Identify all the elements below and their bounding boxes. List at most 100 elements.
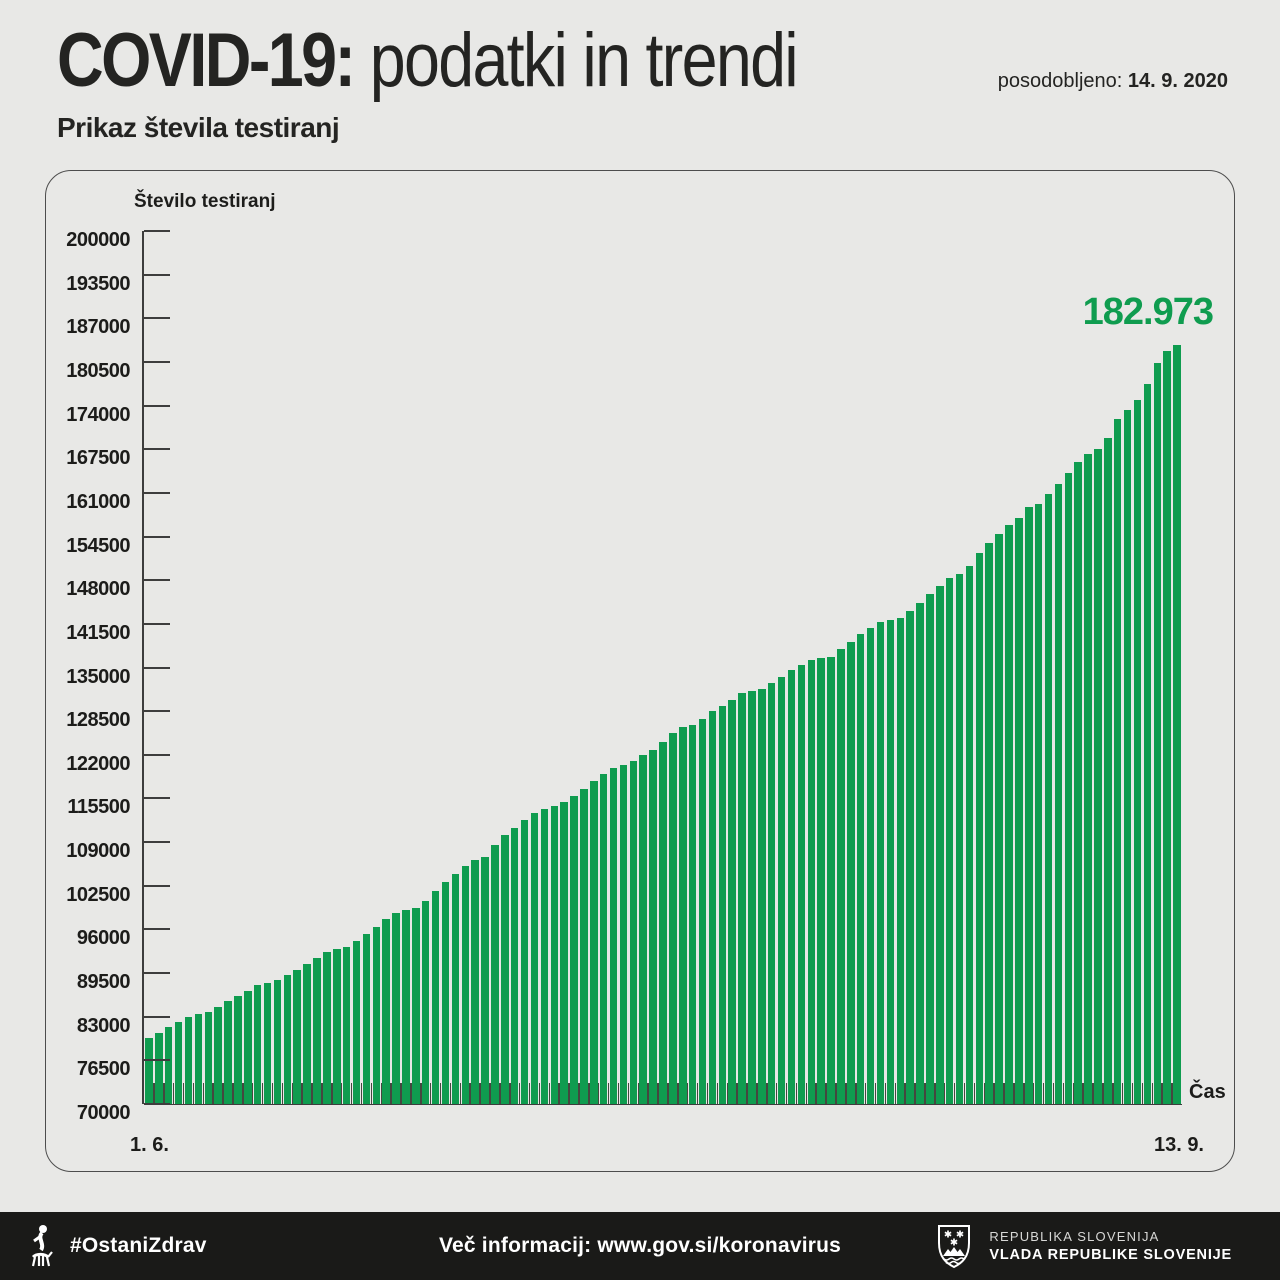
bar	[580, 788, 588, 1104]
bar	[758, 689, 766, 1104]
x-day-tick	[795, 1083, 798, 1104]
bar	[590, 780, 598, 1104]
x-day-tick	[914, 1083, 916, 1104]
x-day-tick	[568, 1083, 570, 1104]
bar	[471, 859, 479, 1104]
bar	[1133, 400, 1142, 1104]
x-day-tick	[924, 1083, 926, 1104]
x-day-tick	[943, 1083, 946, 1104]
bar	[570, 796, 578, 1104]
bar	[273, 980, 282, 1104]
bar	[649, 749, 657, 1104]
bar	[1104, 437, 1112, 1104]
bar	[501, 835, 509, 1104]
y-axis-tick	[144, 535, 170, 538]
bar	[768, 683, 776, 1104]
bar	[916, 602, 924, 1104]
bar	[1163, 351, 1171, 1104]
y-axis-tick-label: 180500	[66, 359, 130, 382]
x-day-tick	[271, 1083, 274, 1104]
y-axis-tick	[144, 841, 170, 844]
bar	[550, 806, 558, 1104]
x-day-tick	[420, 1083, 422, 1104]
y-axis-tick-label: 135000	[66, 665, 130, 688]
y-axis-tick	[144, 317, 170, 320]
y-axis-tick-label: 96000	[76, 927, 131, 950]
x-day-tick	[400, 1083, 402, 1104]
bar	[530, 813, 539, 1104]
bar	[303, 963, 311, 1104]
bar	[1143, 384, 1152, 1104]
x-day-tick	[1151, 1083, 1154, 1104]
bar	[1025, 507, 1033, 1104]
bar	[807, 660, 816, 1104]
bar	[372, 926, 381, 1104]
y-axis-tick	[144, 404, 170, 407]
bar	[342, 946, 351, 1104]
y-axis-title: Število testiranj	[134, 191, 276, 212]
x-day-tick	[766, 1083, 768, 1104]
bar	[639, 755, 647, 1104]
x-axis-end-date: 13. 9.	[1153, 1134, 1204, 1156]
x-day-tick	[439, 1083, 442, 1104]
y-axis-tick-label: 200000	[66, 229, 130, 251]
x-day-tick	[222, 1083, 224, 1104]
bar	[412, 907, 420, 1104]
x-day-tick	[202, 1083, 205, 1104]
x-day-tick	[1121, 1083, 1124, 1104]
x-day-tick	[657, 1083, 659, 1104]
bar	[876, 621, 885, 1104]
bar	[263, 982, 272, 1104]
bar	[728, 700, 736, 1104]
x-day-tick	[340, 1083, 343, 1104]
government-name-line2: VLADA REPUBLIKE SLOVENIJE	[989, 1247, 1232, 1263]
bar	[382, 919, 390, 1104]
x-day-tick	[617, 1083, 620, 1104]
y-axis-tick	[144, 230, 170, 232]
x-day-tick	[983, 1083, 986, 1104]
bar	[777, 676, 786, 1104]
y-axis-tick-label: 122000	[66, 752, 130, 775]
y-axis-tick-label: 167500	[66, 447, 130, 470]
chart-subtitle: Prikaz števila testiranj	[57, 112, 340, 143]
x-day-tick	[706, 1083, 709, 1104]
y-axis-tick	[144, 1015, 170, 1018]
x-day-tick	[785, 1083, 788, 1104]
bar	[847, 641, 855, 1104]
x-day-tick	[1082, 1083, 1084, 1104]
bar	[1153, 362, 1162, 1104]
page-title: COVID-19: podatki in trendi	[57, 22, 799, 100]
bar	[955, 574, 964, 1104]
x-day-tick	[380, 1083, 382, 1104]
y-axis-tick	[144, 448, 170, 451]
x-day-tick	[953, 1083, 956, 1104]
y-axis-tick-label: 193500	[66, 272, 130, 295]
x-day-tick	[578, 1083, 580, 1104]
y-axis-tick	[144, 797, 170, 800]
x-day-tick	[845, 1083, 847, 1104]
x-day-tick	[232, 1083, 234, 1104]
bar	[560, 801, 568, 1104]
bar	[1094, 448, 1102, 1104]
x-day-tick	[815, 1083, 817, 1104]
x-day-tick	[331, 1083, 333, 1104]
bar	[253, 985, 262, 1104]
bar	[926, 594, 934, 1104]
y-axis-tick-label: 148000	[66, 578, 130, 601]
bar	[718, 705, 727, 1104]
bar	[431, 890, 440, 1104]
x-day-tick	[835, 1083, 837, 1104]
x-day-tick	[973, 1083, 976, 1104]
x-day-tick	[1112, 1083, 1114, 1104]
bar	[629, 760, 638, 1104]
updated-timestamp: posodobljeno: 14. 9. 2020	[998, 70, 1228, 93]
bar	[995, 533, 1003, 1104]
bar	[520, 820, 529, 1104]
footer-left-group: #OstaniZdrav	[28, 1212, 207, 1280]
bar	[362, 933, 371, 1104]
bar	[1015, 518, 1023, 1104]
x-day-tick	[479, 1083, 481, 1104]
y-axis-tick	[144, 928, 170, 931]
x-day-tick	[469, 1083, 471, 1104]
x-day-tick	[370, 1083, 373, 1104]
